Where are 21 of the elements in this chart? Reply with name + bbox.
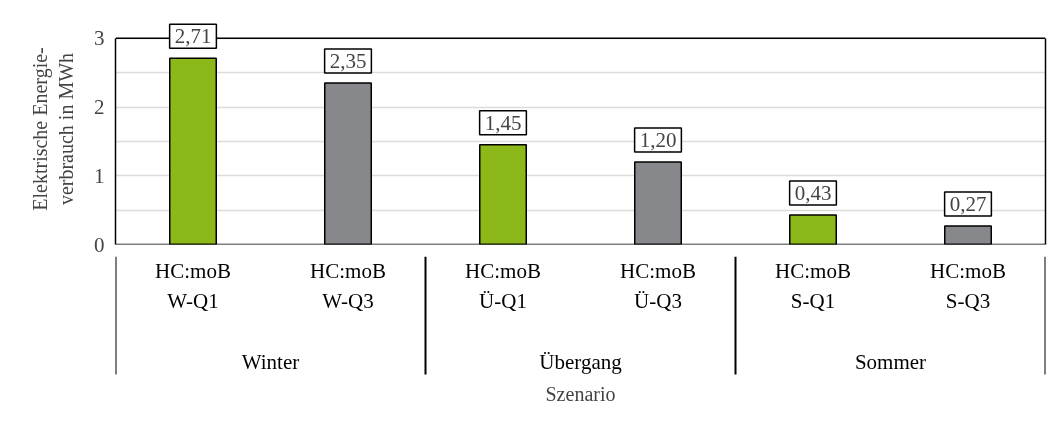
x-tick-label: HC:moB W-Q1 xyxy=(155,258,231,313)
y-tick-label: 3 xyxy=(94,26,105,51)
text: Winter xyxy=(241,349,300,374)
text: Sommer xyxy=(854,349,927,374)
data-label: 0,43 xyxy=(794,180,832,205)
data-label: 2,71 xyxy=(174,24,212,49)
y-tick-label: 1 xyxy=(94,163,105,188)
text: Übergang xyxy=(539,349,623,374)
data-label: 0,27 xyxy=(949,191,987,216)
x-tick-label: HC:moB Ü-Q1 xyxy=(465,258,541,313)
data-label: 1,45 xyxy=(484,110,522,135)
x-tick-label: HC:moB W-Q3 xyxy=(310,258,386,313)
x-tick-label: HC:moB S-Q3 xyxy=(930,258,1006,313)
y-tick-label: 0 xyxy=(94,232,105,257)
y-axis-title: Elektrische Energie- verbrauch in MWh xyxy=(28,47,77,211)
data-label: 2,35 xyxy=(329,48,367,73)
y-tick-label: 2 xyxy=(94,95,105,119)
x-tick-label: HC:moB S-Q1 xyxy=(775,258,851,313)
x-axis-title: Szenario xyxy=(545,382,616,405)
data-label: 1,20 xyxy=(639,128,677,152)
x-tick-label: HC:moB Ü-Q3 xyxy=(620,258,696,313)
